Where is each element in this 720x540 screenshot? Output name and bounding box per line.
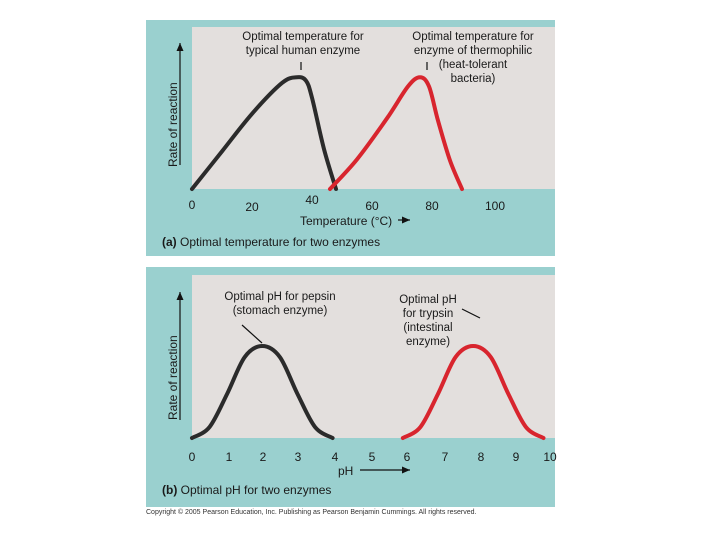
- series-line-b-2: [400, 344, 546, 440]
- x-tick-label: 60: [365, 199, 379, 213]
- x-axis-title-a: Temperature (°C): [300, 214, 393, 228]
- y-axis-arrowhead-a: [176, 43, 184, 51]
- x-tick-label: 10: [543, 450, 557, 464]
- x-tick-label: 0: [188, 450, 196, 464]
- x-axis-arrowhead-b: [402, 466, 410, 474]
- annotation-pepsin: Optimal pH for pepsin (stomach enzyme): [224, 291, 336, 317]
- x-tick-label: 3: [294, 450, 302, 464]
- x-axis-title-b: pH: [338, 464, 354, 478]
- x-tick-label: 7: [441, 450, 449, 464]
- x-tick-label: 80: [425, 199, 439, 213]
- x-tick-label: 2: [259, 450, 267, 464]
- annotation-human-enzyme: Optimal temperature for typical human en…: [242, 31, 364, 57]
- x-tick-label: 9: [512, 450, 520, 464]
- series-line-b-1: [190, 344, 335, 440]
- caption-b-text: Optimal pH for two enzymes: [180, 483, 332, 497]
- x-tick-label: 40: [305, 193, 319, 207]
- plot-area-ph: [192, 275, 555, 438]
- caption-b: (b) Optimal pH for two enzymes: [162, 483, 331, 497]
- x-tick-label: 4: [331, 450, 339, 464]
- x-tick-label: 20: [245, 200, 259, 214]
- y-axis-arrowhead-b: [176, 292, 184, 300]
- annotation-leader-b-1: [241, 324, 263, 344]
- caption-a-text: Optimal temperature for two enzymes: [180, 235, 381, 249]
- x-tick-label: 8: [477, 450, 485, 464]
- annotation-trypsin: Optimal pH for trypsin (intestinal enzym…: [399, 294, 457, 348]
- panel-label-a: (a): [162, 235, 177, 249]
- x-tick-label: 0: [188, 198, 196, 212]
- annotation-leader-b-2: [461, 308, 481, 319]
- x-tick-label: 1: [225, 450, 233, 464]
- x-tick-label: 6: [403, 450, 411, 464]
- x-tick-label: 100: [484, 199, 506, 213]
- plot-area-temperature: [192, 27, 555, 189]
- x-tick-label: 5: [368, 450, 376, 464]
- copyright-notice: Copyright © 2005 Pearson Education, Inc.…: [146, 509, 477, 516]
- panel-label-b: (b): [162, 483, 178, 497]
- annotation-thermophilic-enzyme: Optimal temperature for enzyme of thermo…: [412, 31, 534, 85]
- x-axis-arrowhead-a: [402, 216, 410, 224]
- caption-a: (a) Optimal temperature for two enzymes: [162, 235, 380, 249]
